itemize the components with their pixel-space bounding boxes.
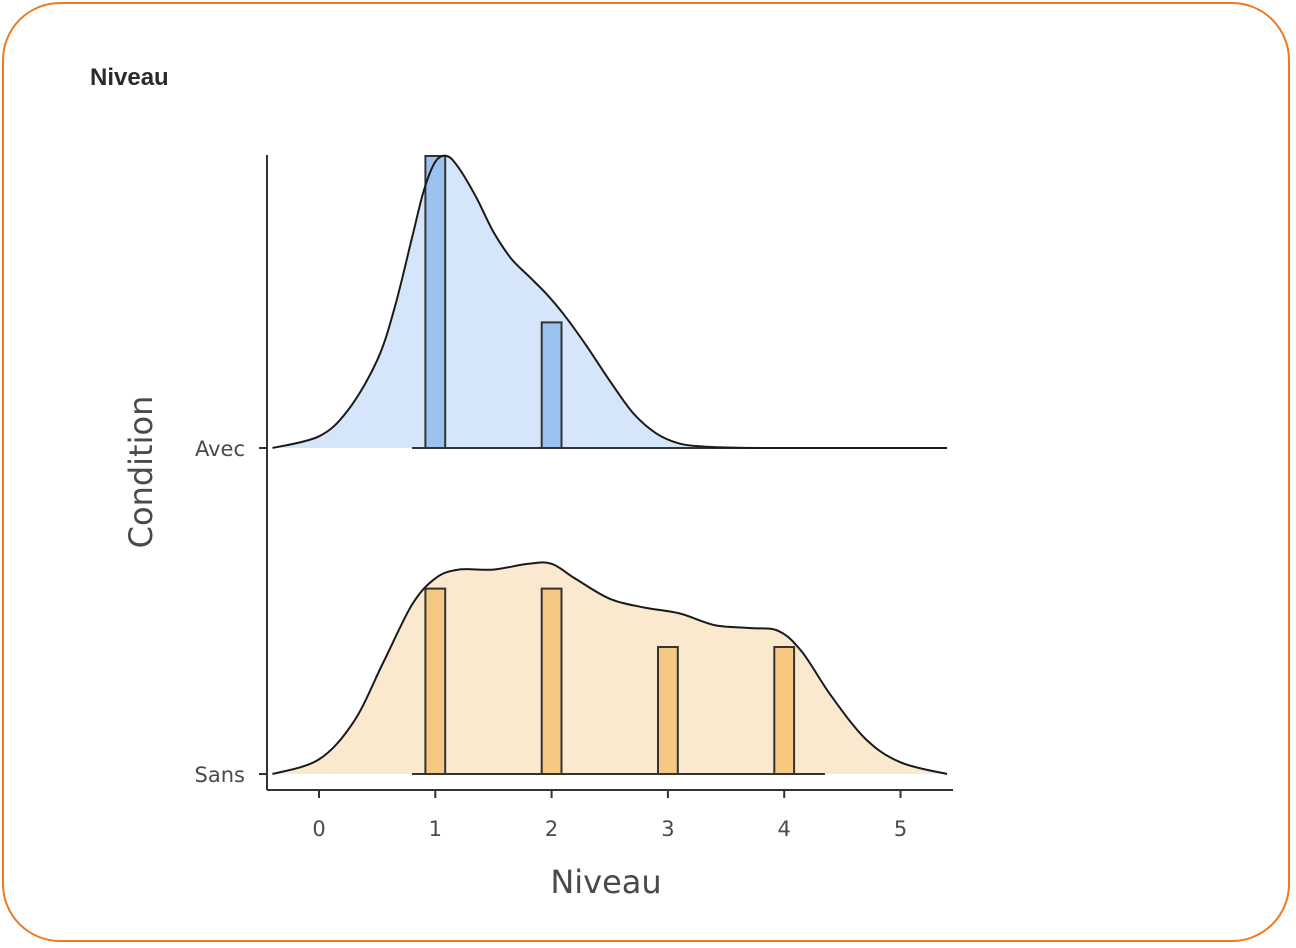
x-tick-label-0: 0 [312,817,325,841]
histogram-bar-sans-4 [773,646,796,775]
y-tick-label-avec: Avec [195,437,245,461]
x-tick-label-5: 5 [894,817,907,841]
histogram-bar-avec-1 [424,155,447,449]
histogram-bar-avec-2 [540,321,563,449]
density-line-avec [272,154,947,450]
x-tick-label-2: 2 [545,817,558,841]
histogram-bar-sans-1 [424,587,447,775]
y-axis-title: Condition [122,396,160,549]
density-area-sans [272,562,947,774]
histogram-bar-sans-2 [540,587,563,775]
x-axis-title: Niveau [550,863,661,901]
y-tick-label-sans: Sans [195,763,245,787]
x-tick-label-4: 4 [778,817,791,841]
density-line-sans [272,561,948,775]
density-area-avec [272,155,947,448]
histogram-bar-sans-3 [657,646,679,775]
x-tick-label-1: 1 [429,817,442,841]
card-title: Niveau [90,64,169,91]
x-tick-label-3: 3 [661,817,674,841]
